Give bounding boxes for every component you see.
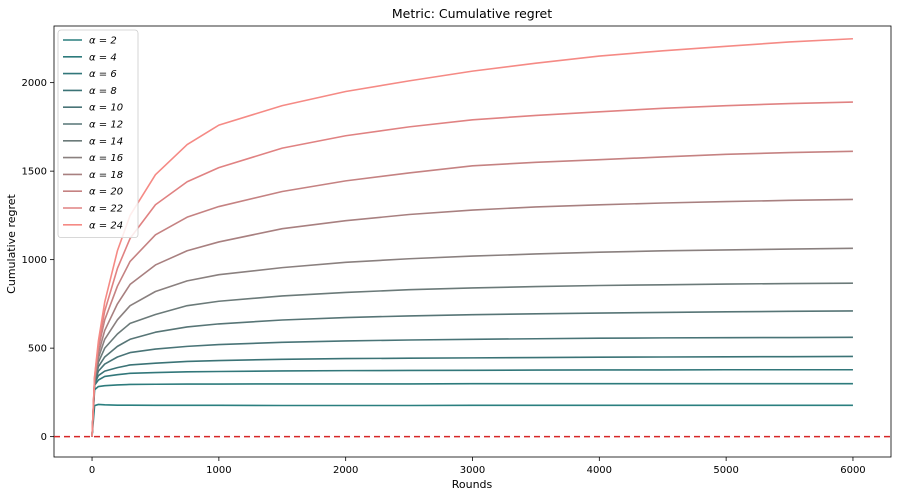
legend-entry: α = 4 bbox=[89, 52, 117, 63]
legend-entry: α = 6 bbox=[89, 69, 117, 80]
x-tick-label: 5000 bbox=[713, 465, 738, 476]
y-tick-label: 500 bbox=[28, 344, 47, 355]
series-line-8 bbox=[91, 247, 853, 437]
legend-entry: α = 16 bbox=[89, 153, 123, 164]
series-line-12 bbox=[91, 37, 853, 437]
legend: α = 2 α = 4 α = 6 α = 8 α = 10 α = 12 α = 14 α … bbox=[57, 29, 139, 239]
x-tick-label: 3000 bbox=[460, 465, 485, 476]
legend-entry: α = 22 bbox=[89, 204, 123, 215]
series-line-2 bbox=[91, 382, 853, 437]
legend-entry: α = 2 bbox=[89, 36, 117, 47]
y-axis-label: Cumulative regret bbox=[5, 193, 18, 293]
legend-entry: α = 12 bbox=[89, 120, 123, 131]
x-axis-label: Rounds bbox=[452, 478, 493, 491]
legend-entry: α = 24 bbox=[89, 220, 123, 231]
x-tick-label: 0 bbox=[89, 465, 95, 476]
x-tick-label: 2000 bbox=[333, 465, 358, 476]
x-tick-label: 6000 bbox=[840, 465, 865, 476]
x-tick-label: 4000 bbox=[587, 465, 612, 476]
plot-area: 0 1000 2000 3000 4000 5000 6000 0 500 1000 1500 200… bbox=[22, 25, 892, 476]
series-line-11 bbox=[91, 101, 853, 437]
chart-title: Metric: Cumulative regret bbox=[392, 6, 552, 21]
series-lines bbox=[91, 37, 853, 437]
series-line-1 bbox=[91, 403, 853, 437]
y-tick-label: 0 bbox=[41, 432, 47, 443]
legend-entry: α = 14 bbox=[89, 136, 123, 147]
x-tick-label: 1000 bbox=[206, 465, 231, 476]
series-line-5 bbox=[91, 336, 853, 437]
series-line-6 bbox=[91, 310, 853, 437]
series-line-7 bbox=[91, 282, 853, 437]
series-line-10 bbox=[91, 150, 853, 437]
legend-entry: α = 8 bbox=[89, 86, 117, 97]
legend-entry: α = 20 bbox=[89, 187, 123, 198]
y-tick-label: 1500 bbox=[22, 167, 47, 178]
series-line-3 bbox=[91, 368, 853, 437]
legend-box bbox=[57, 29, 139, 239]
series-line-4 bbox=[91, 355, 853, 437]
y-tick-label: 2000 bbox=[22, 78, 47, 89]
series-line-9 bbox=[91, 198, 853, 437]
legend-entry: α = 10 bbox=[89, 103, 123, 114]
legend-entry: α = 18 bbox=[89, 170, 123, 181]
y-tick-label: 1000 bbox=[22, 255, 47, 266]
